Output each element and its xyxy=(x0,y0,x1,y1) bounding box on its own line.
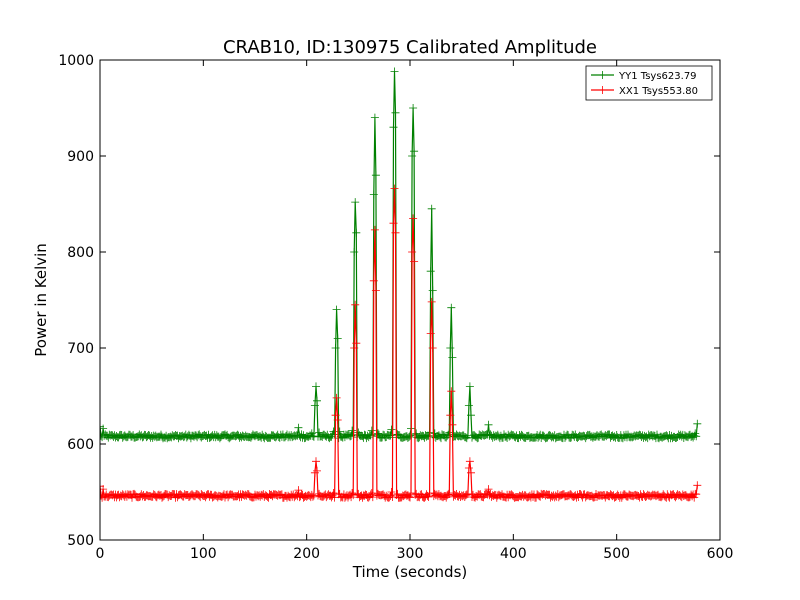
x-tick-label: 200 xyxy=(293,546,320,562)
x-tick-label: 500 xyxy=(603,546,630,562)
series-0 xyxy=(100,67,702,443)
legend-label: YY1 Tsys623.79 xyxy=(618,71,697,82)
y-tick-label: 900 xyxy=(67,149,94,165)
series-line xyxy=(100,188,698,500)
legend-label: XX1 Tsys553.80 xyxy=(619,86,698,97)
legend-marker xyxy=(598,71,607,79)
plot-area xyxy=(100,67,702,502)
chart-title: CRAB10, ID:130975 Calibrated Amplitude xyxy=(223,37,597,58)
legend: YY1 Tsys623.79 XX1 Tsys553.80 xyxy=(585,65,713,101)
series-line xyxy=(100,71,698,440)
series-markers xyxy=(100,184,702,502)
y-tick-label: 800 xyxy=(67,245,94,261)
x-tick-label: 100 xyxy=(190,546,217,562)
axes: 0 100 200 300 400 500 600 500 600 700 800 900 1000 xyxy=(58,53,733,562)
x-tick-label: 0 xyxy=(96,546,105,562)
x-tick-label: 400 xyxy=(500,546,527,562)
x-axis-label: Time (seconds) xyxy=(352,563,468,581)
y-tick-label: 700 xyxy=(67,341,94,357)
plot-frame xyxy=(99,59,721,541)
series-markers xyxy=(100,67,702,443)
series-1 xyxy=(100,184,702,502)
legend-box xyxy=(585,65,713,101)
y-tick-label: 500 xyxy=(67,533,94,549)
y-tick-label: 600 xyxy=(67,437,94,453)
x-tick-label: 600 xyxy=(707,546,734,562)
legend-marker xyxy=(598,86,607,94)
x-tick-label: 300 xyxy=(397,546,424,562)
y-tick-label: 1000 xyxy=(58,53,94,69)
y-axis-label: Power in Kelvin xyxy=(32,243,50,357)
